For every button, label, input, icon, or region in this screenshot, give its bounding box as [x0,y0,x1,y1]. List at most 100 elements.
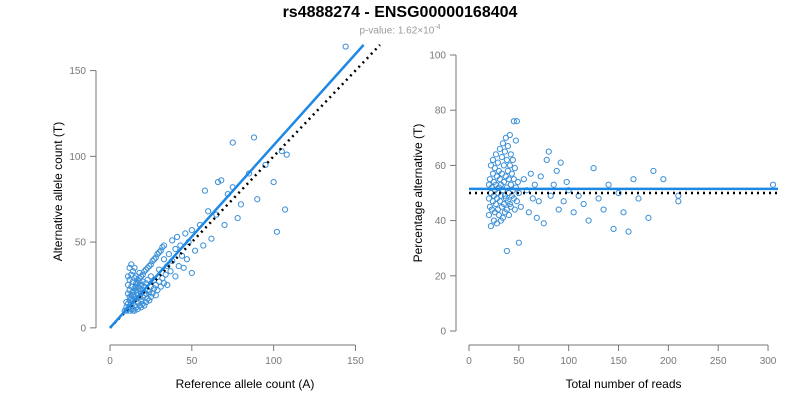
plot1-data-point [131,264,138,271]
plot1-data-point [200,242,207,249]
plot2-y-axis-label: Percentage alternative (T) [411,124,425,263]
plot2-data-point [508,170,515,177]
plot2-data-point [513,198,520,205]
plot1-reference-line [109,43,381,329]
plot2-data-point [496,145,503,152]
plot2-x-tick-label: 50 [513,356,525,367]
plot2-data-point [498,154,505,161]
plot2-data-point [525,209,532,216]
plot2-data-point [533,214,540,221]
plot1-data-point [278,148,285,155]
plot2-data-point [512,137,519,144]
chart-subtitle: p-value: 1.62×10-4 [0,24,800,36]
plot1-data-point [126,297,133,304]
plot1-data-point [144,264,151,271]
plot2-data-point [492,151,500,158]
plot1-x-tick-label: 50 [186,356,198,367]
plot2-y-tick-label: 40 [435,216,447,227]
plot1-data-point [172,273,179,280]
plot2-y-tick-label: 20 [435,271,447,282]
plot2-data-point [500,162,507,169]
plot2-data-point [537,173,544,180]
plot2-data-point [514,178,521,186]
plot1-data-point [159,244,166,251]
plot2-data-point [510,118,517,125]
plot2-data-point [615,189,622,197]
plot2-data-point [595,195,602,202]
plot1-data-point [188,226,195,234]
plot1-data-point [155,249,163,256]
plot2-data-point [513,118,520,125]
plot2-data-point [610,225,617,232]
plot1-data-point [221,221,228,229]
plot1-data-point [229,139,236,146]
plot2-data-point [515,189,522,197]
plot2-data-point [506,131,513,139]
plot1-data-point [137,304,145,311]
plot1-data-point [139,300,146,307]
plot1-data-point [342,43,349,50]
plot1-data-point [160,242,168,249]
plot1-data-point [262,161,269,169]
plot2-data-point [600,206,607,213]
plot2-data-point [507,151,514,158]
plot1-data-point [283,151,290,158]
plot2-data-point [553,167,560,175]
plot2-data-point [509,156,516,163]
plot1-data-point [154,287,161,294]
plot1-data-point [164,281,171,289]
plot1-y-tick-label: 0 [80,323,86,334]
plot2-data-point [489,156,497,163]
plot1-data-point [147,261,155,268]
plot2-data-point [590,165,597,172]
plot2-y-tick-label: 0 [440,327,446,338]
plot1-x-axis-label: Reference allele count (A) [176,377,315,391]
plot1-data-point [151,285,158,292]
plot2-data-point [620,209,627,216]
plot2-data-point [499,214,506,221]
plot2-data-point [570,209,577,216]
plot2-data-point [531,181,538,188]
plot1-x-tick-label: 150 [347,356,364,367]
plot2-data-point [505,211,512,219]
subtitle-exponent: -4 [434,24,441,31]
plot1-data-point [128,295,135,302]
plot2-data-point [485,211,493,219]
plot2-data-point [675,198,682,205]
plot2-x-tick-label: 150 [610,356,627,367]
plot2-data-point [557,159,564,166]
plot1-fit-line [109,44,365,329]
plot2-x-tick-label: 250 [710,356,727,367]
plot1-data-point [169,237,176,244]
plot1-data-point [160,280,168,287]
plot2-data-point [635,195,642,202]
plot1-data-point [133,283,140,290]
plot2-data-point [645,214,652,221]
plot1-x-tick-label: 0 [107,356,113,367]
plot1-data-point [151,256,158,263]
plot1-data-point [146,263,153,270]
plot1-data-point [188,269,195,277]
plot2-y-tick-label: 100 [429,51,446,62]
plot2-data-point [511,206,518,213]
plot2-data-point [517,203,524,210]
plot1-data-point [162,271,169,278]
plot1-data-point [129,292,137,299]
plot2-data-point [605,181,612,188]
plot1-data-point [165,251,173,258]
chart-title: rs4888274 - ENSG00000168404 [282,4,518,21]
plot2-data-point [547,192,554,199]
plot1-data-point [214,178,222,186]
plot1-data-point [124,273,132,280]
plot2-data-point [545,148,552,155]
plot1-data-point [149,257,156,265]
plot1-data-point [129,268,137,275]
plot2-data-point [527,170,534,177]
plot1-data-point [154,251,161,258]
plot1-data-point [167,268,174,275]
plot1-data-point [173,233,181,241]
plot2-x-axis-label: Total number of reads [565,377,681,391]
plot1-data-point [250,134,258,141]
